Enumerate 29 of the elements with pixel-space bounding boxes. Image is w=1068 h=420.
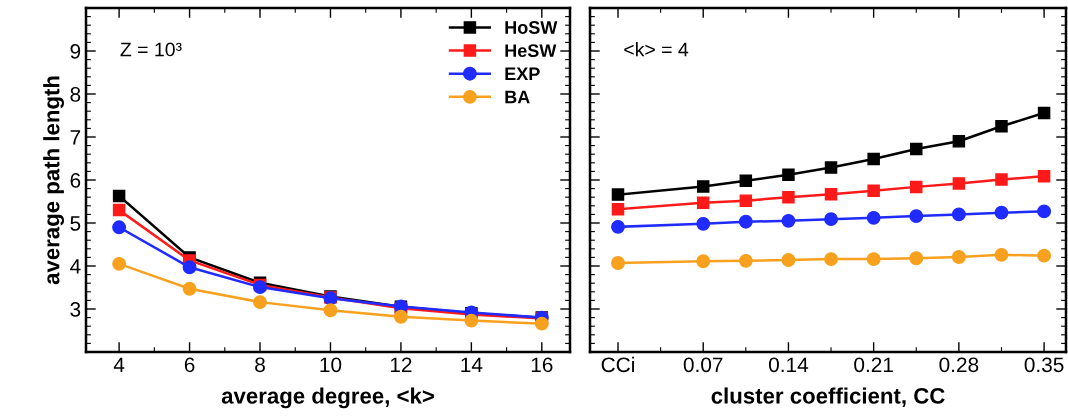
x-axis-title: average degree, <k> [221, 387, 434, 409]
x-tick-label: CCi [601, 356, 634, 373]
y-tick-label: 6 [70, 173, 81, 188]
y-tick-label: 9 [70, 44, 81, 59]
annotation: Z = 10³ [120, 42, 182, 57]
x-tick-label: 4 [113, 357, 125, 372]
x-axis-title: cluster coefficient, CC [711, 387, 945, 407]
y-tick-label: 5 [70, 216, 81, 231]
legend-label: EXP [505, 67, 540, 81]
y-tick-label: 4 [70, 259, 81, 274]
x-tick-label: 16 [531, 357, 553, 373]
legend-label: HeSW [505, 44, 557, 58]
x-tick-label: 0.14 [768, 357, 809, 373]
y-tick-label: 8 [70, 87, 81, 102]
x-tick-label: 6 [184, 357, 195, 373]
y-axis-title: average path length [43, 76, 64, 285]
x-tick-label: 10 [320, 357, 342, 373]
x-tick-label: 0.35 [1024, 357, 1064, 373]
annotation: <k> = 4 [624, 42, 689, 57]
x-tick-label: 12 [390, 357, 412, 372]
x-tick-label: 8 [255, 357, 265, 373]
y-tick-label: 3 [70, 302, 81, 317]
x-tick-label: 0.07 [683, 357, 723, 373]
x-tick-label: 0.21 [854, 357, 893, 373]
y-tick-label: 7 [70, 130, 81, 145]
legend-label: BA [505, 90, 530, 104]
legend-label: HoSW [505, 21, 558, 34]
x-tick-label: 14 [461, 357, 483, 372]
x-tick-label: 0.28 [939, 357, 979, 373]
